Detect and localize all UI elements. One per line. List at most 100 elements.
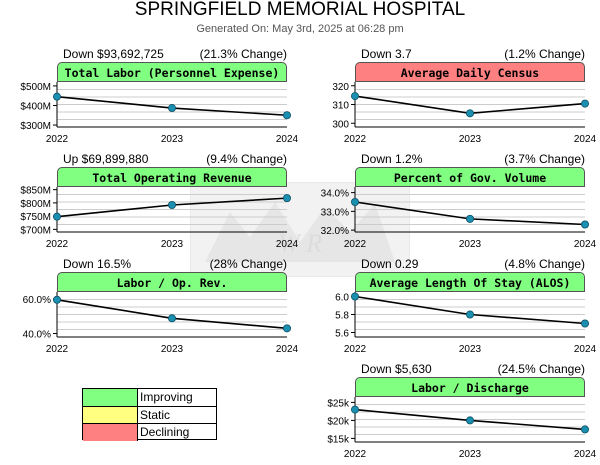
x-tick-label: 2022: [344, 134, 367, 145]
line-chart: 32.0% 33.0% 34.0% 2022 2023 2024: [321, 187, 597, 250]
x-tick-label: 2022: [46, 344, 69, 355]
average-daily-census-panel: Down 3.7 (1.2% Change) Average Daily Cen…: [308, 47, 598, 147]
change-percent: (1.2% Change): [504, 47, 585, 61]
data-point: [53, 92, 62, 101]
x-tick-label: 2024: [276, 239, 299, 250]
y-tick-label: 5.8: [335, 311, 349, 322]
line-chart: 5.6 5.8 6.0 2022 2023 2024: [335, 292, 597, 355]
y-tick-label: 40.0%: [23, 330, 51, 341]
chart-title-tab: Average Length Of Stay (ALOS): [355, 272, 585, 292]
y-tick-label: $750M: [20, 212, 51, 223]
chart-title-tab: Total Operating Revenue: [57, 167, 287, 187]
change-amount: Down 3.7: [361, 47, 412, 61]
y-tick-label: $300M: [20, 121, 51, 132]
generated-timestamp: Generated On: May 3rd, 2025 at 06:28 pm: [196, 23, 404, 35]
watermark-logo: W R: [190, 182, 410, 277]
data-point: [580, 319, 589, 328]
data-point: [167, 201, 176, 210]
change-amount: Down $5,630: [361, 362, 432, 376]
line-chart: 40.0% 60.0% 2022 2023 2024: [23, 292, 299, 355]
labor-op-rev-panel: Down 16.5% (28% Change) Labor / Op. Rev.…: [10, 257, 300, 357]
y-tick-label: 34.0%: [321, 189, 349, 200]
x-tick-label: 2023: [459, 134, 482, 145]
alos-panel: Down 0.29 (4.8% Change) Average Length O…: [308, 257, 598, 357]
x-tick-label: 2022: [46, 239, 69, 250]
change-percent: (21.3% Change): [199, 47, 287, 61]
x-tick-label: 2023: [161, 344, 184, 355]
change-amount: Down $93,692,725: [63, 47, 164, 61]
y-tick-label: $400M: [20, 101, 51, 112]
status-legend: Improving Static Declining: [82, 388, 217, 441]
operating-revenue-panel: Up $69,899,880 (9.4% Change) Total Opera…: [10, 152, 300, 252]
x-tick-label: 2023: [161, 239, 184, 250]
chart-title-tab: Labor / Op. Rev.: [57, 272, 287, 292]
data-point: [282, 324, 291, 333]
legend-swatch: [83, 424, 138, 441]
legend-swatch: [83, 407, 138, 424]
data-point: [53, 212, 62, 221]
legend-label: Static: [140, 408, 171, 422]
x-tick-label: 2022: [344, 449, 367, 460]
data-point: [167, 314, 176, 323]
labor-discharge-panel: Down $5,630 (24.5% Change) Labor / Disch…: [308, 362, 598, 462]
y-tick-label: $15k: [327, 434, 350, 445]
svg-text:W R: W R: [278, 229, 322, 258]
data-point: [53, 295, 62, 304]
legend-item-improving: Improving: [83, 389, 216, 406]
labor-expense-panel: Down $93,692,725 (21.3% Change) Total La…: [10, 47, 300, 147]
legend-item-declining: Declining: [83, 423, 216, 441]
y-tick-label: 310: [332, 101, 349, 112]
y-tick-label: 60.0%: [23, 295, 51, 306]
x-tick-label: 2022: [344, 239, 367, 250]
change-amount: Down 1.2%: [361, 152, 423, 166]
x-tick-label: 2024: [574, 449, 597, 460]
data-point: [580, 99, 589, 108]
x-tick-label: 2024: [276, 344, 299, 355]
data-point: [282, 194, 291, 203]
y-tick-label: 32.0%: [321, 226, 349, 237]
data-point: [167, 104, 176, 113]
legend-swatch: [83, 389, 138, 406]
chart-title-tab: Total Labor (Personnel Expense): [57, 62, 287, 82]
legend-item-static: Static: [83, 406, 216, 424]
y-tick-label: $700M: [20, 225, 51, 236]
change-percent: (24.5% Change): [497, 362, 585, 376]
x-tick-label: 2024: [574, 239, 597, 250]
legend-label: Improving: [140, 390, 193, 404]
y-tick-label: $25k: [327, 398, 350, 409]
line-chart: $300M $400M $500M 2022 2023 2024: [20, 82, 298, 145]
y-tick-label: 320: [332, 82, 349, 93]
data-point: [465, 109, 474, 118]
y-tick-label: 5.6: [335, 329, 349, 340]
data-point: [351, 405, 360, 414]
legend-label: Declining: [140, 425, 190, 439]
chart-title-tab: Average Daily Census: [355, 62, 585, 82]
change-percent: (3.7% Change): [504, 152, 585, 166]
chart-title-tab: Labor / Discharge: [355, 377, 585, 397]
data-point: [351, 198, 360, 207]
report-title: SPRINGFIELD MEMORIAL HOSPITAL: [134, 0, 466, 20]
line-chart: $700M $750M $800M $850M 2022 2023 2024: [20, 186, 299, 250]
x-tick-label: 2024: [574, 134, 597, 145]
y-tick-label: $500M: [20, 82, 51, 93]
data-point: [580, 220, 589, 229]
x-tick-label: 2023: [161, 134, 184, 145]
line-chart: 300 310 320 2022 2023 2024: [332, 82, 597, 145]
data-point: [351, 92, 360, 101]
data-point: [465, 416, 474, 425]
data-point: [465, 214, 474, 223]
change-percent: (9.4% Change): [206, 152, 287, 166]
y-tick-label: $850M: [20, 186, 51, 197]
change-amount: Up $69,899,880: [63, 152, 149, 166]
y-tick-label: 6.0: [335, 293, 349, 304]
change-percent: (28% Change): [209, 257, 287, 271]
data-point: [351, 292, 360, 301]
x-tick-label: 2022: [46, 134, 69, 145]
change-amount: Down 16.5%: [63, 257, 132, 271]
data-point: [282, 111, 291, 120]
y-tick-label: $800M: [20, 199, 51, 210]
change-amount: Down 0.29: [361, 257, 419, 271]
data-point: [465, 310, 474, 319]
chart-title-tab: Percent of Gov. Volume: [355, 167, 585, 187]
x-tick-label: 2024: [574, 344, 597, 355]
